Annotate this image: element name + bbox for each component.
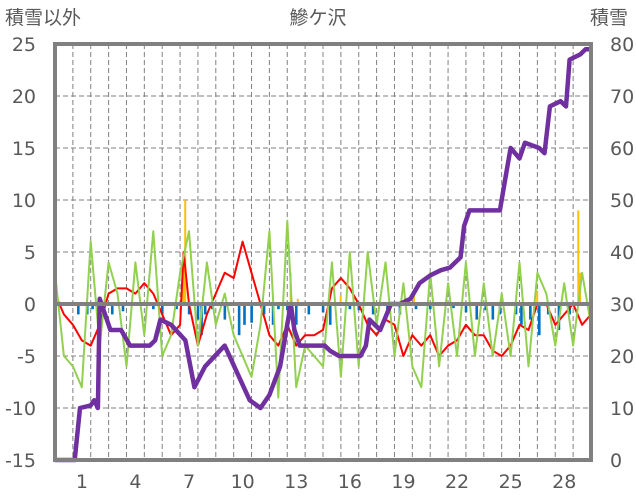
blue-bar — [452, 304, 455, 309]
orange-bar — [339, 295, 342, 304]
blue-bar — [223, 304, 227, 320]
blue-bar — [91, 304, 94, 310]
blue-bar — [464, 304, 468, 313]
y-left-tick-label: 15 — [12, 138, 36, 160]
y-left-tick-label: -10 — [5, 398, 36, 420]
orange-bar — [577, 210, 580, 304]
chart-title: 鰺ケ沢 — [289, 7, 346, 29]
x-tick-label: 16 — [338, 471, 362, 493]
y-right-tick-label: 10 — [610, 398, 634, 420]
blue-bar — [262, 304, 266, 315]
y-right-tick-label: 70 — [610, 86, 634, 108]
blue-bar — [295, 304, 298, 325]
blue-bar — [161, 304, 164, 315]
blue-bar — [121, 304, 125, 312]
blue-bar — [250, 304, 253, 323]
blue-bar — [491, 304, 495, 320]
plot-border — [53, 42, 593, 462]
y-left-tick-label: 20 — [12, 86, 36, 108]
y-left-tick-label: 25 — [12, 34, 36, 56]
y-left-tick-label: -15 — [5, 450, 36, 472]
right-axis-label: 積雪 — [590, 7, 628, 29]
x-tick-label: 4 — [129, 471, 141, 493]
blue-bar — [175, 304, 178, 310]
x-tick-label: 13 — [284, 471, 308, 493]
blue-bar — [243, 304, 246, 325]
blue-bar — [152, 304, 155, 310]
blue-bar — [307, 304, 311, 315]
blue-bar — [110, 304, 114, 315]
orange-bar — [182, 252, 185, 304]
blue-bar — [520, 304, 523, 325]
blue-bar — [537, 304, 541, 336]
orange-bar — [536, 290, 539, 304]
y-right-tick-label: 60 — [610, 138, 634, 160]
x-tick-label: 22 — [445, 471, 469, 493]
blue-bar — [277, 304, 280, 310]
blue-bar — [429, 304, 432, 310]
y-left-tick-label: 10 — [12, 190, 36, 212]
y-right-tick-label: 80 — [610, 34, 634, 56]
blue-bar — [357, 304, 361, 311]
blue-bar — [484, 304, 487, 311]
plot-frame — [53, 42, 593, 462]
x-tick-label: 25 — [499, 471, 523, 493]
blue-bar — [475, 304, 479, 320]
x-tick-label: 28 — [552, 471, 576, 493]
x-tick-label: 19 — [391, 471, 415, 493]
x-tick-label: 1 — [76, 471, 88, 493]
y-left-tick-label: -5 — [17, 346, 36, 368]
y-right-tick-label: 20 — [610, 346, 634, 368]
red-line — [54, 240, 592, 357]
snow-depth-line — [55, 46, 591, 463]
x-tick-label: 10 — [231, 471, 255, 493]
blue-bar — [196, 304, 200, 320]
blue-bar — [328, 304, 332, 325]
orange-bar — [296, 298, 299, 304]
blue-bar — [348, 304, 352, 310]
left-axis-label: 積雪以外 — [5, 7, 81, 29]
blue-bar — [286, 304, 289, 311]
blue-bar — [514, 304, 518, 315]
blue-bar — [414, 304, 418, 310]
green-line — [54, 219, 592, 399]
y-right-tick-label: 50 — [610, 190, 634, 212]
blue-bar — [371, 304, 375, 315]
y-right-tick-label: 0 — [610, 450, 622, 472]
y-right-tick-label: 40 — [610, 242, 634, 264]
x-tick-label: 7 — [183, 471, 195, 493]
blue-bar — [77, 304, 80, 315]
blue-bar — [321, 304, 325, 313]
blue-bar — [529, 304, 532, 320]
series-lines — [54, 46, 592, 463]
orange-bar — [412, 291, 415, 304]
y-right-tick-label: 30 — [610, 294, 634, 316]
blue-bar — [203, 304, 207, 315]
y-left-tick-label: 0 — [24, 294, 36, 316]
blue-bar — [237, 304, 241, 336]
gridlines — [55, 44, 591, 460]
y-left-tick-label: 5 — [24, 242, 36, 264]
